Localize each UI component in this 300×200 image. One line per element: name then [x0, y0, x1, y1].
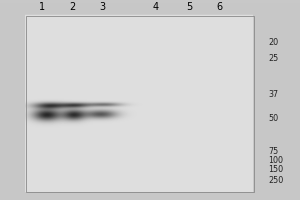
Text: 25: 25: [268, 54, 279, 63]
Text: 75: 75: [268, 147, 279, 156]
Text: 1: 1: [39, 2, 45, 12]
Text: 5: 5: [186, 2, 192, 12]
Text: 3: 3: [99, 2, 105, 12]
Text: 250: 250: [268, 176, 284, 185]
FancyBboxPatch shape: [26, 16, 254, 192]
Text: 50: 50: [268, 114, 279, 123]
Text: 20: 20: [268, 38, 279, 47]
Text: 6: 6: [216, 2, 222, 12]
Text: 100: 100: [268, 156, 284, 165]
Text: 150: 150: [268, 165, 284, 174]
Text: 2: 2: [69, 2, 75, 12]
Text: 37: 37: [268, 90, 279, 99]
Text: 4: 4: [153, 2, 159, 12]
